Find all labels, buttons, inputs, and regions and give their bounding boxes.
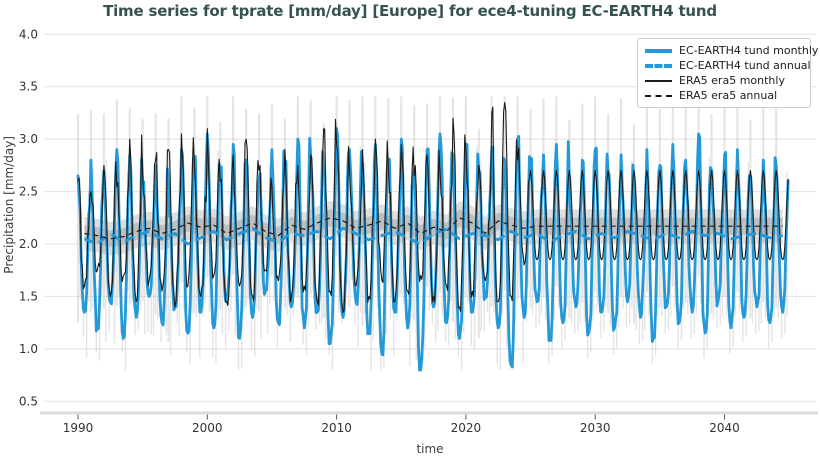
series-era5-annual <box>84 217 783 240</box>
x-tick-label: 2020 <box>451 421 482 435</box>
x-tick-label: 1990 <box>63 421 94 435</box>
legend-label: ERA5 era5 annual <box>679 89 778 102</box>
legend-line-sample <box>645 63 672 68</box>
legend-label: ERA5 era5 monthly <box>679 74 785 87</box>
x-tick-label: 2040 <box>709 421 740 435</box>
legend-line-sample <box>645 48 672 53</box>
y-tick-label: 1.5 <box>19 289 38 303</box>
legend-label: EC-EARTH4 tund monthly <box>679 44 819 57</box>
series-era5-monthly <box>77 101 789 313</box>
x-tick-label: 2000 <box>192 421 223 435</box>
x-tick-label: 2010 <box>321 421 352 435</box>
legend: EC-EARTH4 tund monthly EC-EARTH4 tund an… <box>637 38 818 108</box>
legend-label: EC-EARTH4 tund annual <box>679 59 811 72</box>
legend-line-sample <box>645 94 672 97</box>
legend-line-sample <box>645 79 672 82</box>
x-tick-label: 2030 <box>580 421 611 435</box>
legend-item-model-monthly: EC-EARTH4 tund monthly <box>645 43 818 58</box>
y-tick-label: 0.5 <box>19 394 38 408</box>
chart-title: Time series for tprate [mm/day] [Europe]… <box>103 2 717 20</box>
y-tick-label: 2.5 <box>19 185 38 199</box>
x-axis-label: time <box>416 442 444 456</box>
y-tick-label: 3.5 <box>19 80 38 94</box>
series-ec-earth4-tund-annual <box>83 226 783 246</box>
legend-item-model-annual: EC-EARTH4 tund annual <box>645 58 811 73</box>
legend-item-era5-annual: ERA5 era5 annual <box>645 88 804 103</box>
y-tick-label: 3.0 <box>19 132 38 146</box>
y-tick-label: 1.0 <box>19 342 38 356</box>
y-tick-label: 2.0 <box>19 237 38 251</box>
annual-uncertainty-band <box>84 209 783 248</box>
legend-item-era5-monthly: ERA5 era5 monthly <box>645 73 804 88</box>
y-tick-label: 4.0 <box>19 27 38 41</box>
